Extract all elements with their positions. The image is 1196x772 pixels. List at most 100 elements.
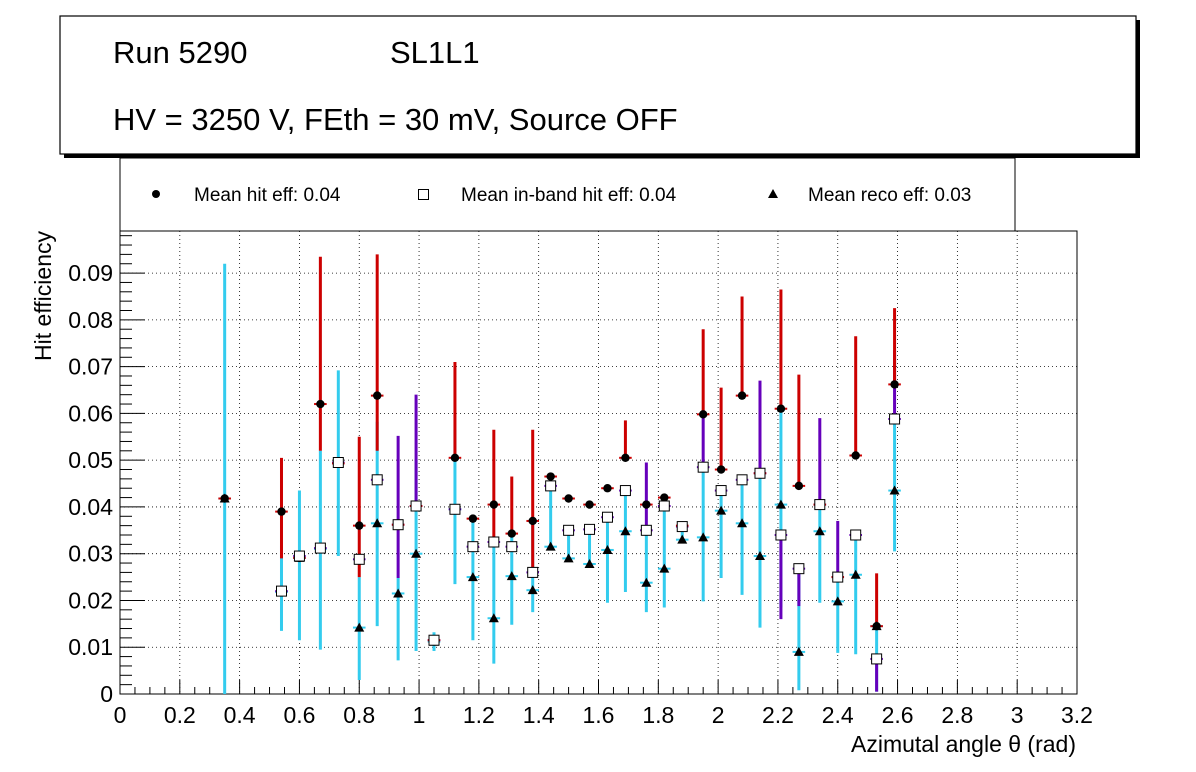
inband-marker xyxy=(851,530,861,540)
inband-marker xyxy=(333,458,343,468)
x-tick-label: 2.6 xyxy=(882,702,914,728)
legend-label-reco: Mean reco eff: 0.03 xyxy=(808,185,971,206)
inband-marker xyxy=(659,501,669,511)
hit-marker xyxy=(872,622,880,630)
hit-marker xyxy=(490,500,498,508)
x-tick-label: 3 xyxy=(1011,702,1024,728)
inband-marker xyxy=(393,520,403,530)
y-axis-title: Hit efficiency xyxy=(30,231,56,361)
x-tick-label: 0.2 xyxy=(164,702,196,728)
hit-marker xyxy=(717,465,725,473)
inband-marker xyxy=(489,537,499,547)
inband-marker xyxy=(776,530,786,540)
hit-marker xyxy=(851,451,859,459)
hit-marker xyxy=(529,517,537,525)
inband-marker xyxy=(620,486,630,496)
hit-marker xyxy=(277,507,285,515)
hit-marker xyxy=(220,494,228,502)
x-tick-label: 1.2 xyxy=(463,702,495,728)
inband-marker xyxy=(372,475,382,485)
run-label: Run 5290 xyxy=(113,35,247,70)
hit-marker xyxy=(621,454,629,462)
inband-marker xyxy=(564,525,574,535)
hit-marker xyxy=(469,514,477,522)
y-tick-label: 0.04 xyxy=(68,494,113,520)
x-tick-label: 2.4 xyxy=(822,702,854,728)
inband-marker xyxy=(585,524,595,534)
inband-marker xyxy=(507,542,517,552)
inband-error-bars xyxy=(275,350,901,691)
inband-marker xyxy=(698,462,708,472)
conditions-label: HV = 3250 V, FEth = 30 mV, Source OFF xyxy=(113,102,678,137)
y-tick-label: 0.02 xyxy=(68,587,113,613)
x-tick-label: 1 xyxy=(413,702,426,728)
hit-marker xyxy=(451,454,459,462)
x-tick-label: 1.6 xyxy=(583,702,615,728)
inband-marker xyxy=(815,500,825,510)
inband-marker xyxy=(890,414,900,424)
inband-marker xyxy=(276,586,286,596)
legend-marker-inband xyxy=(419,190,429,200)
efficiency-chart: Run 5290 SL1L1 HV = 3250 V, FEth = 30 mV… xyxy=(0,0,1196,772)
inband-marker xyxy=(872,654,882,664)
legend: Mean hit eff: 0.04 Mean in-band hit eff:… xyxy=(120,158,1015,231)
layer-label: SL1L1 xyxy=(390,35,480,70)
x-tick-label: 0.8 xyxy=(343,702,375,728)
inband-marker xyxy=(354,554,364,564)
hit-markers xyxy=(220,380,898,644)
inband-marker xyxy=(641,525,651,535)
inband-marker xyxy=(833,572,843,582)
hit-marker xyxy=(603,484,611,492)
hit-marker xyxy=(585,500,593,508)
y-tick-label: 0.01 xyxy=(68,634,113,660)
inband-marker xyxy=(450,504,460,514)
y-tick-label: 0.06 xyxy=(68,400,113,426)
hit-marker xyxy=(316,400,324,408)
y-tick-label: 0 xyxy=(100,681,113,707)
hit-marker xyxy=(738,391,746,399)
y-tick-label: 0.07 xyxy=(68,354,113,380)
inband-marker xyxy=(737,475,747,485)
x-tick-label: 0.4 xyxy=(224,702,256,728)
hit-marker xyxy=(355,521,363,529)
grid xyxy=(120,231,1077,694)
legend-label-inband: Mean in-band hit eff: 0.04 xyxy=(461,185,677,206)
inband-marker xyxy=(528,567,538,577)
inband-marker xyxy=(602,512,612,522)
x-axis: 0 0.2 0.4 0.6 0.8 1 1.2 1.4 1.6 1.8 2 2.2 2.4 2.6 2.8 3… xyxy=(114,680,1093,728)
hit-marker xyxy=(699,410,707,418)
inband-marker xyxy=(294,551,304,561)
x-tick-label: 2.8 xyxy=(941,702,973,728)
y-tick-label: 0.08 xyxy=(68,307,113,333)
hit-marker xyxy=(373,391,381,399)
inband-marker xyxy=(429,635,439,645)
plot-frame xyxy=(120,231,1077,694)
inband-marker xyxy=(716,486,726,496)
x-tick-label: 2 xyxy=(712,702,725,728)
legend-label-hit: Mean hit eff: 0.04 xyxy=(194,185,341,206)
inband-marker xyxy=(468,542,478,552)
inband-marker xyxy=(411,501,421,511)
hit-marker xyxy=(777,405,785,413)
hit-marker xyxy=(795,482,803,490)
y-tick-label: 0.05 xyxy=(68,447,113,473)
legend-marker-hit xyxy=(152,190,160,198)
inband-marker xyxy=(794,564,804,574)
inband-marker xyxy=(315,543,325,553)
hit-marker xyxy=(642,500,650,508)
x-tick-label: 1.4 xyxy=(523,702,555,728)
x-tick-label: 1.8 xyxy=(642,702,674,728)
inband-marker xyxy=(755,468,765,478)
x-axis-title: Azimutal angle θ (rad) xyxy=(851,731,1076,757)
x-tick-label: 2.2 xyxy=(762,702,794,728)
inband-marker xyxy=(546,481,556,491)
y-tick-label: 0.03 xyxy=(68,541,113,567)
x-tick-label: 0.6 xyxy=(283,702,315,728)
x-tick-label: 0 xyxy=(114,702,127,728)
y-axis: 0 0.01 0.02 0.03 0.04 0.05 0.06 0.07 0.08 0.09 xyxy=(68,236,145,707)
info-box: Run 5290 SL1L1 HV = 3250 V, FEth = 30 mV… xyxy=(60,16,1140,158)
y-tick-label: 0.09 xyxy=(68,260,113,286)
hit-marker xyxy=(564,494,572,502)
hit-marker xyxy=(508,529,516,537)
hit-marker xyxy=(546,472,554,480)
